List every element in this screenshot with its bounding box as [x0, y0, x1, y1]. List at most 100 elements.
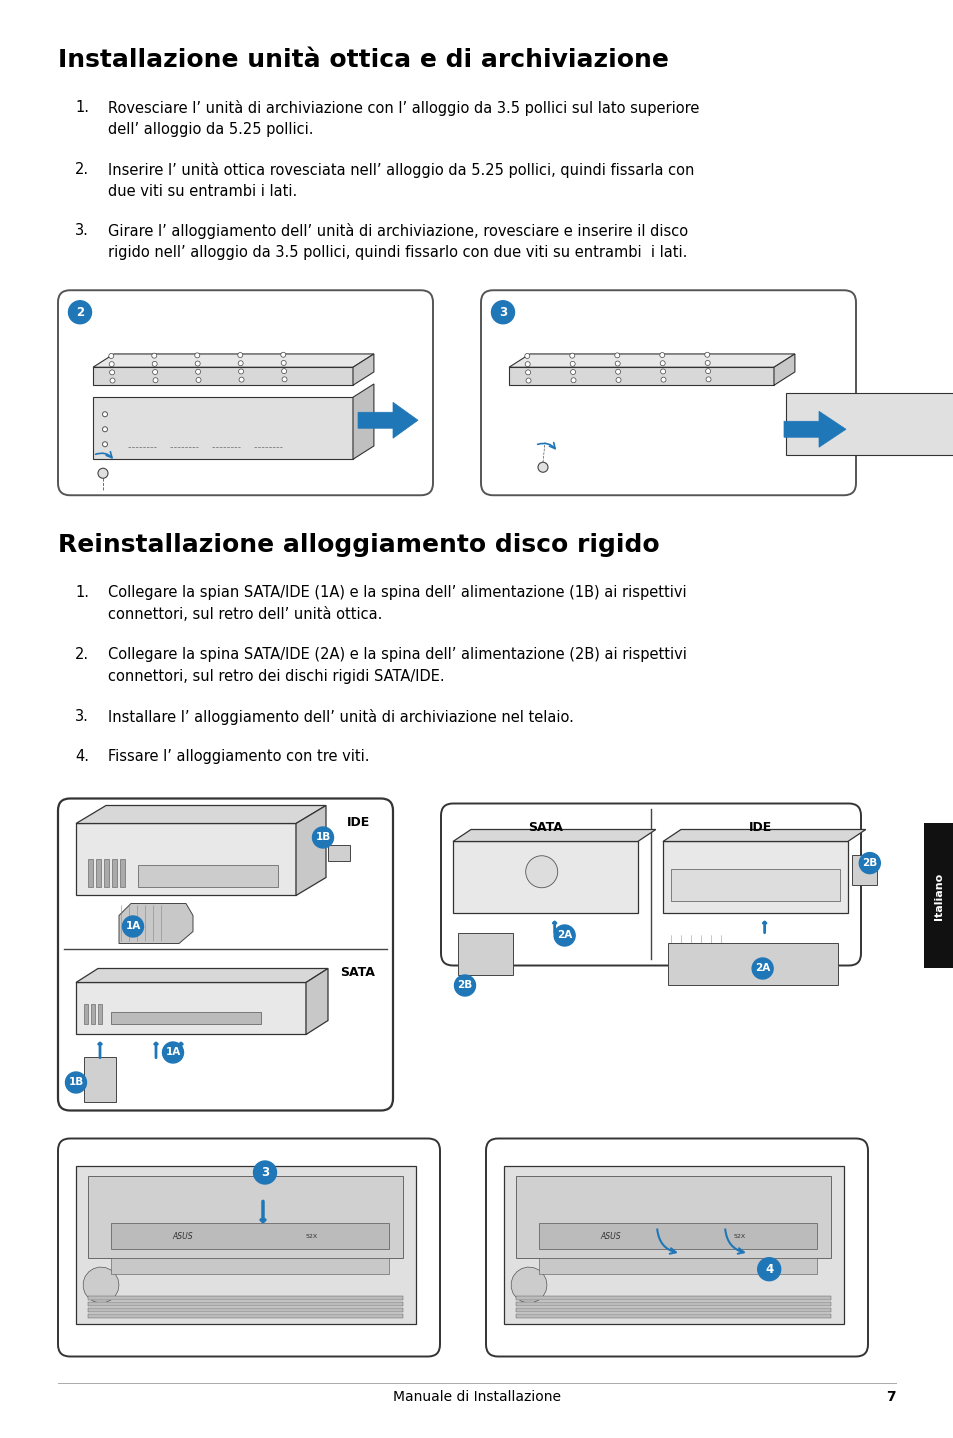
FancyBboxPatch shape — [485, 1139, 867, 1356]
Polygon shape — [353, 354, 374, 385]
Bar — [88, 1297, 402, 1300]
Circle shape — [313, 827, 334, 848]
Bar — [84, 1005, 88, 1024]
Text: 3.: 3. — [75, 709, 89, 723]
Circle shape — [454, 975, 475, 997]
Circle shape — [98, 469, 108, 479]
Bar — [667, 943, 837, 985]
Circle shape — [238, 370, 243, 374]
Circle shape — [704, 352, 709, 357]
Circle shape — [525, 856, 558, 887]
Polygon shape — [92, 354, 374, 367]
Text: due viti su entrambi i lati.: due viti su entrambi i lati. — [108, 184, 297, 198]
Circle shape — [491, 301, 514, 324]
Circle shape — [616, 377, 620, 383]
Circle shape — [102, 441, 108, 447]
Circle shape — [659, 361, 664, 365]
Circle shape — [537, 462, 547, 472]
Text: 52X: 52X — [733, 1234, 745, 1238]
Text: 4: 4 — [764, 1263, 773, 1276]
Bar — [76, 1166, 416, 1324]
Bar — [88, 1303, 402, 1307]
Circle shape — [571, 378, 576, 383]
Circle shape — [751, 958, 772, 979]
Circle shape — [659, 370, 665, 374]
Bar — [76, 824, 295, 896]
Bar — [112, 860, 117, 887]
FancyBboxPatch shape — [58, 798, 393, 1110]
Text: 3: 3 — [261, 1166, 269, 1179]
Circle shape — [570, 370, 575, 374]
Bar — [88, 1314, 402, 1319]
Polygon shape — [357, 403, 417, 439]
Text: 1A: 1A — [125, 922, 140, 932]
Polygon shape — [295, 805, 326, 896]
Circle shape — [704, 361, 709, 365]
Bar — [91, 1005, 95, 1024]
Polygon shape — [511, 1267, 546, 1303]
Polygon shape — [119, 903, 193, 943]
Circle shape — [152, 361, 157, 367]
Circle shape — [237, 352, 242, 358]
Polygon shape — [76, 805, 326, 824]
Bar — [88, 1309, 402, 1313]
Text: Collegare la spian SATA/IDE (1A) e la spina dell’ alimentazione (1B) ai rispetti: Collegare la spian SATA/IDE (1A) e la sp… — [108, 585, 686, 600]
Bar — [509, 367, 773, 385]
Text: connettori, sul retro dell’ unità ottica.: connettori, sul retro dell’ unità ottica… — [108, 607, 382, 623]
Text: 1B: 1B — [315, 833, 331, 843]
Circle shape — [281, 361, 286, 365]
Bar — [328, 846, 350, 861]
Bar — [111, 1012, 261, 1024]
Circle shape — [238, 361, 243, 365]
Polygon shape — [773, 354, 794, 385]
Circle shape — [525, 378, 531, 383]
Circle shape — [614, 352, 619, 358]
Text: ASUS: ASUS — [172, 1231, 193, 1241]
Text: 52X: 52X — [305, 1234, 317, 1238]
Text: dell’ alloggio da 5.25 pollici.: dell’ alloggio da 5.25 pollici. — [108, 122, 314, 137]
Text: Reinstallazione alloggiamento disco rigido: Reinstallazione alloggiamento disco rigi… — [58, 533, 659, 558]
Bar — [453, 841, 638, 913]
Text: 2B: 2B — [456, 981, 472, 991]
Bar — [670, 870, 839, 902]
Circle shape — [162, 1043, 183, 1063]
Polygon shape — [83, 1267, 119, 1303]
Bar — [503, 1166, 843, 1324]
Bar — [138, 866, 277, 887]
Circle shape — [524, 354, 529, 358]
Circle shape — [659, 352, 664, 358]
Circle shape — [525, 361, 530, 367]
Text: Italiano: Italiano — [933, 873, 943, 920]
Bar — [538, 1258, 816, 1274]
Text: 2A: 2A — [754, 963, 769, 974]
Circle shape — [615, 361, 619, 367]
Text: ASUS: ASUS — [599, 1231, 620, 1241]
Text: Installare l’ alloggiamento dell’ unità di archiviazione nel telaio.: Installare l’ alloggiamento dell’ unità … — [108, 709, 574, 725]
Text: Installazione unità ottica e di archiviazione: Installazione unità ottica e di archivia… — [58, 47, 668, 72]
Bar — [88, 1176, 402, 1258]
Circle shape — [152, 370, 157, 374]
Circle shape — [525, 370, 530, 375]
Bar — [104, 860, 109, 887]
Text: 2B: 2B — [862, 858, 877, 869]
Bar — [516, 1303, 830, 1307]
Text: Girare l’ alloggiamento dell’ unità di archiviazione, rovesciare e inserire il d: Girare l’ alloggiamento dell’ unità di a… — [108, 223, 687, 240]
FancyBboxPatch shape — [58, 290, 433, 495]
Text: Inserire l’ unità ottica rovesciata nell’ alloggio da 5.25 pollici, quindi fissa: Inserire l’ unità ottica rovesciata nell… — [108, 161, 694, 178]
Text: connettori, sul retro dei dischi rigidi SATA/IDE.: connettori, sul retro dei dischi rigidi … — [108, 669, 444, 684]
Circle shape — [195, 370, 200, 374]
Circle shape — [615, 370, 620, 374]
Text: Fissare l’ alloggiamento con tre viti.: Fissare l’ alloggiamento con tre viti. — [108, 749, 369, 764]
Circle shape — [109, 361, 114, 367]
Circle shape — [239, 377, 244, 383]
Circle shape — [281, 368, 286, 374]
Circle shape — [152, 378, 158, 383]
Circle shape — [660, 377, 665, 383]
Polygon shape — [509, 354, 794, 367]
Bar — [98, 1005, 102, 1024]
Circle shape — [757, 1258, 780, 1281]
Circle shape — [110, 370, 114, 375]
Text: IDE: IDE — [346, 817, 369, 830]
Polygon shape — [453, 830, 655, 841]
Bar — [923, 824, 953, 969]
